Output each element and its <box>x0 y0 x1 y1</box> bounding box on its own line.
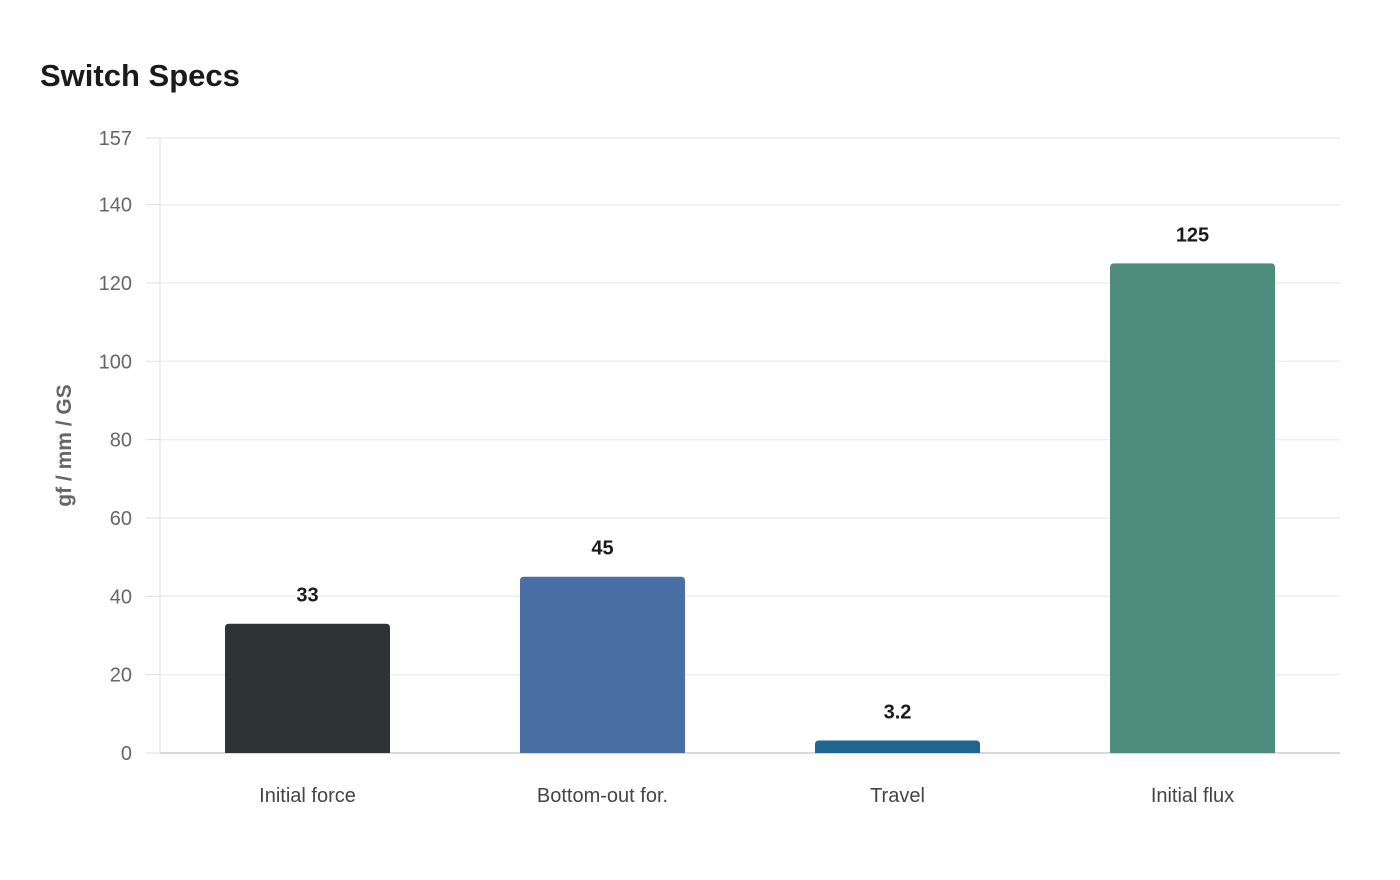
category-label: Travel <box>870 785 925 807</box>
y-tick-label: 80 <box>110 430 132 452</box>
y-tick-labels: 0 20 40 60 80 100 120 140 157 <box>99 128 132 765</box>
y-tick-label: 20 <box>110 665 132 687</box>
category-label: Bottom-out for. <box>537 785 668 807</box>
bar <box>520 576 685 753</box>
data-label: 45 <box>591 538 613 560</box>
data-label: 3.2 <box>884 701 912 723</box>
bar <box>815 740 980 753</box>
data-label: 33 <box>296 585 318 607</box>
data-label: 125 <box>1176 224 1209 246</box>
category-label: Initial flux <box>1151 785 1234 807</box>
bars <box>225 263 1275 753</box>
y-tick-label: 0 <box>121 743 132 765</box>
y-tick-label: 140 <box>99 195 132 217</box>
y-axis-title: gf / mm / GS <box>53 384 76 507</box>
category-labels: Initial force Bottom-out for. Travel Initia… <box>259 785 1234 807</box>
y-tick-label: 157 <box>99 128 132 150</box>
y-tick-label: 120 <box>99 273 132 295</box>
chart-title: Switch Specs <box>40 58 240 93</box>
category-label: Initial force <box>259 785 356 807</box>
bar <box>225 623 390 753</box>
bar <box>1110 263 1275 753</box>
y-tick-label: 60 <box>110 508 132 530</box>
y-tick-label: 40 <box>110 586 132 608</box>
y-tick-label: 100 <box>99 351 132 373</box>
data-labels: 33 45 3.2 125 <box>296 224 1209 723</box>
